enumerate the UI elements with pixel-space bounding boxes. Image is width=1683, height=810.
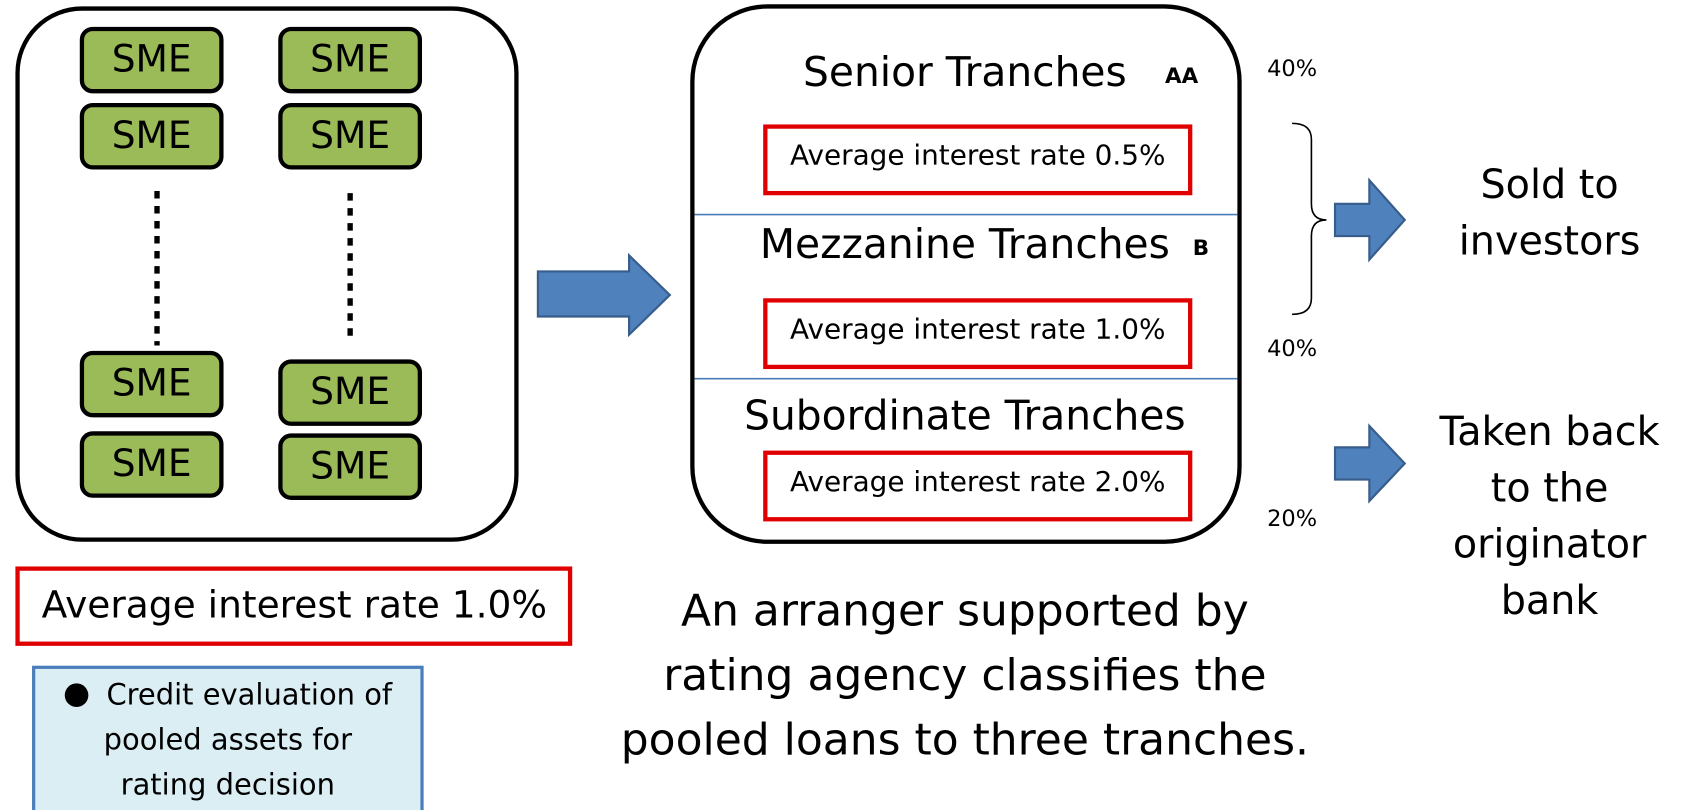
caption-line: pooled loans to three tranches. — [621, 714, 1309, 765]
outcome-line: originator — [1453, 522, 1647, 568]
tranche-rating: AA — [1165, 64, 1199, 89]
tranche-share: 20% — [1267, 506, 1317, 532]
outcome-line: bank — [1501, 578, 1599, 624]
bullet — [64, 683, 89, 708]
arrow — [536, 252, 672, 338]
arrow — [1333, 177, 1407, 263]
sme-box — [278, 26, 423, 94]
tranche-name: Senior Tranches — [803, 48, 1127, 96]
note-line: Credit evaluation of — [106, 677, 392, 711]
tranche-name: Mezzanine Tranches — [760, 220, 1170, 268]
note-box — [32, 665, 424, 810]
sme-box — [79, 350, 224, 418]
sme-box — [79, 26, 224, 94]
outcome-line: Taken back — [1439, 409, 1660, 455]
sme-label: SME — [310, 37, 390, 81]
tranche-rate: Average interest rate 0.5% — [790, 139, 1165, 172]
outcome-line: investors — [1459, 219, 1641, 265]
sme-box — [79, 431, 224, 498]
pool-rate-box — [15, 566, 573, 646]
sme-label: SME — [112, 113, 192, 157]
tranche-rate-box — [763, 298, 1193, 370]
pool-rate: Average interest rate 1.0% — [42, 583, 547, 627]
caption-line: An arranger supported by — [681, 586, 1249, 637]
sme-box — [278, 102, 423, 170]
outcome-line: Sold to — [1481, 162, 1619, 208]
tranche-rating: B — [1193, 236, 1209, 261]
tranche-name: Subordinate Tranches — [744, 391, 1186, 439]
tranche-rate: Average interest rate 2.0% — [790, 465, 1165, 498]
sme-label: SME — [112, 441, 192, 485]
sme-box — [278, 433, 423, 500]
arrow — [1333, 423, 1407, 504]
sme-box — [79, 102, 224, 170]
caption-line: rating agency classifies the — [663, 650, 1266, 701]
outcome-line: to the — [1491, 465, 1609, 511]
sme-box — [278, 359, 423, 426]
sme-label: SME — [112, 37, 192, 81]
tranche-share: 40% — [1267, 336, 1317, 362]
tranche-rate-box — [763, 450, 1193, 522]
brace — [1292, 122, 1327, 316]
note-line: rating decision — [121, 767, 335, 801]
tranche-rate: Average interest rate 1.0% — [790, 312, 1165, 345]
note-line: pooled assets for — [104, 722, 353, 756]
tranche-rate-box — [763, 124, 1193, 196]
sme-label: SME — [112, 361, 192, 405]
sme-label: SME — [310, 369, 390, 413]
sme-label: SME — [310, 113, 390, 157]
sme-label: SME — [310, 443, 390, 487]
tranche-share: 40% — [1267, 56, 1317, 82]
